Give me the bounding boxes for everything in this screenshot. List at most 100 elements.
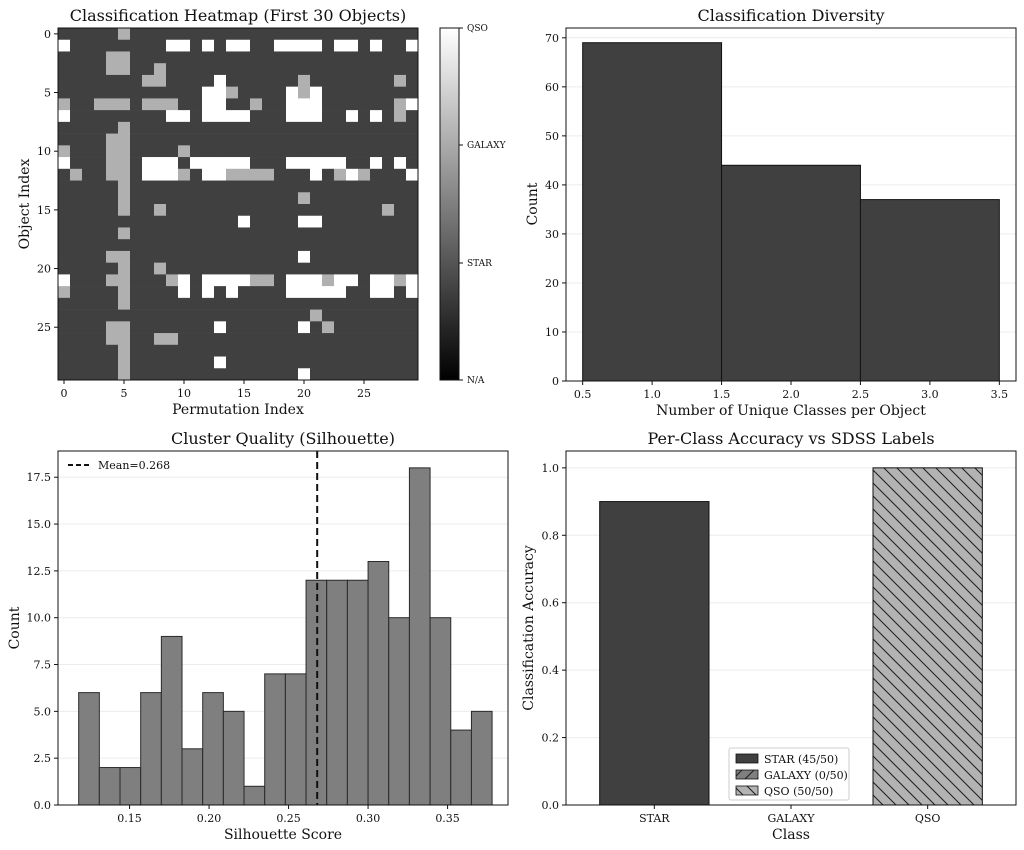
heatmap-cell-star — [142, 227, 155, 240]
heatmap-cell-star — [346, 204, 359, 217]
heatmap-cell-star — [406, 215, 419, 228]
heatmap-cell-star — [406, 180, 419, 193]
heatmap-cell-star — [250, 215, 263, 228]
heatmap-cell-star — [250, 133, 263, 146]
heatmap-cell-qso — [202, 168, 215, 181]
heatmap-cell-star — [238, 344, 251, 357]
heatmap-cell-star — [250, 344, 263, 357]
heatmap-cell-star — [262, 368, 275, 381]
heatmap-cell-star — [274, 250, 287, 263]
heatmap-cell-galaxy — [298, 86, 311, 99]
heatmap-cell-star — [310, 133, 323, 146]
heatmap-cell-qso — [310, 168, 323, 181]
heatmap-cell-qso — [334, 39, 347, 52]
heatmap-cell-star — [190, 274, 203, 287]
heatmap-cell-star — [226, 98, 239, 111]
heatmap-cell-star — [178, 297, 191, 310]
heatmap-cell-star — [142, 274, 155, 287]
heatmap-cell-star — [82, 51, 95, 64]
heatmap-cell-star — [82, 356, 95, 369]
heatmap-cell-star — [394, 51, 407, 64]
heatmap-cell-star — [250, 39, 263, 52]
heatmap-cell-star — [82, 239, 95, 252]
heatmap-cell-star — [250, 63, 263, 76]
heatmap-cell-star — [190, 39, 203, 52]
heatmap-cell-star — [94, 180, 107, 193]
heatmap-cell-star — [394, 215, 407, 228]
heatmap-cell-star — [82, 204, 95, 217]
heatmap-cell-qso — [142, 157, 155, 170]
heatmap-cell-qso — [214, 168, 227, 181]
heatmap-cell-star — [82, 274, 95, 287]
heatmap-cell-star — [238, 121, 251, 134]
heatmap-cell-star — [142, 309, 155, 322]
heatmap-cell-star — [286, 356, 299, 369]
heatmap-cell-star — [202, 333, 215, 346]
heatmap-cell-star — [322, 133, 335, 146]
accuracy-title: Per-Class Accuracy vs SDSS Labels — [647, 429, 934, 448]
heatmap-cell-star — [406, 110, 419, 123]
heatmap-cell-star — [58, 133, 71, 146]
heatmap-cell-star — [262, 86, 275, 99]
heatmap-cell-qso — [202, 157, 215, 170]
heatmap-cell-star — [58, 180, 71, 193]
heatmap-cell-qso — [394, 157, 407, 170]
silhouette-x-ticks: 0.15 0.20 0.25 0.30 0.35 — [117, 805, 460, 825]
heatmap-cell-star — [370, 297, 383, 310]
heatmap-cell-star — [202, 250, 215, 263]
heatmap-cell-qso — [214, 321, 227, 334]
heatmap-cell-qso — [382, 274, 395, 287]
heatmap-cell-star — [370, 133, 383, 146]
heatmap-cell-star — [310, 192, 323, 205]
heatmap-cell-star — [94, 51, 107, 64]
heatmap-cell-galaxy — [118, 192, 131, 205]
silhouette-bar — [98, 767, 121, 806]
heatmap-cell-star — [82, 215, 95, 228]
heatmap-cell-star — [358, 145, 371, 158]
heatmap-cell-star — [298, 121, 311, 134]
silhouette-bar — [202, 692, 224, 806]
heatmap-cell-star — [166, 239, 179, 252]
heatmap-cell-star — [238, 63, 251, 76]
heatmap-cell-star — [82, 63, 95, 76]
heatmap-cell-star — [370, 51, 383, 64]
heatmap-cell-star — [214, 51, 227, 64]
heatmap-cell-star — [130, 333, 143, 346]
heatmap-cell-qso — [310, 215, 323, 228]
heatmap-cell-star — [274, 28, 287, 41]
heatmap-cell-star — [214, 227, 227, 240]
heatmap-cell-star — [214, 286, 227, 299]
heatmap-cell-star — [82, 86, 95, 99]
heatmap-cell-star — [94, 344, 107, 357]
heatmap-cell-star — [94, 145, 107, 158]
heatmap-cell-star — [394, 309, 407, 322]
heatmap-cell-galaxy — [118, 51, 131, 64]
heatmap-cell-star — [286, 168, 299, 181]
heatmap-cell-star — [250, 51, 263, 64]
heatmap-cell-star — [358, 63, 371, 76]
silhouette-bar — [367, 561, 390, 806]
heatmap-cell-galaxy — [106, 321, 119, 334]
heatmap-cell-star — [382, 321, 395, 334]
heatmap-cell-star — [298, 356, 311, 369]
heatmap-cell-qso — [166, 168, 179, 181]
heatmap-cell-star — [346, 250, 359, 263]
heatmap-cell-star — [382, 356, 395, 369]
heatmap-cell-star — [322, 86, 335, 99]
heatmap-cell-star — [226, 297, 239, 310]
heatmap-cell-star — [142, 368, 155, 381]
diversity-x-tick-label: 3.0 — [921, 388, 939, 401]
heatmap-cell-galaxy — [106, 250, 119, 263]
heatmap-cell-star — [130, 86, 143, 99]
heatmap-cell-star — [154, 215, 167, 228]
heatmap-cell-star — [298, 145, 311, 158]
heatmap-cell-star — [382, 297, 395, 310]
heatmap-cell-star — [358, 192, 371, 205]
heatmap-cell-star — [286, 239, 299, 252]
heatmap-cell-qso — [178, 39, 191, 52]
heatmap-cell-star — [154, 309, 167, 322]
heatmap-cell-star — [82, 145, 95, 158]
heatmap-cell-star — [250, 286, 263, 299]
heatmap-cell-star — [70, 286, 83, 299]
heatmap-cell-star — [58, 333, 71, 346]
